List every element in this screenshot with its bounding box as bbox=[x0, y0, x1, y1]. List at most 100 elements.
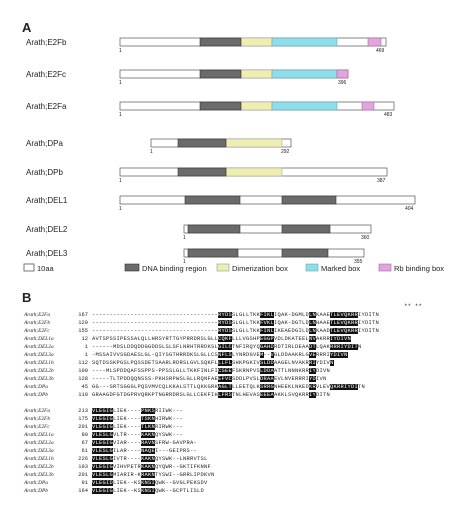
alignment-position: 226 bbox=[78, 456, 88, 462]
alignment-sequence: VLEGIGLIEK----TLKNRIRWK--- bbox=[92, 424, 183, 430]
alignment-sequence: GRAAGDFGTDGPRVQRKPTNGRRDRSLGLLCEKFIHLFRS… bbox=[92, 392, 330, 398]
alignment-row: Arath;E2Fc 155 ---------------------------… bbox=[24, 327, 444, 335]
end-residue: 396 bbox=[338, 80, 347, 86]
alignment-sequence: AVTSPSSIPESSALQLLHRSYRTTGYPRRDRSLGLLCQKF… bbox=[92, 336, 351, 342]
alignment-position: 129 bbox=[78, 320, 88, 326]
alignment-row: Arath;DEL3b 128 -----TLTPDDQQNSSS-PKHSRPWS… bbox=[24, 375, 444, 383]
panel-b-label: B bbox=[22, 290, 32, 305]
alignment-sequence: ------------------------------------RYDS… bbox=[92, 312, 379, 318]
alignment-sequence: VLESLGVLTR----KAKNQYSWK--- bbox=[92, 432, 183, 438]
legend-dimerization-label: Dimerization box bbox=[232, 264, 288, 273]
legend-marked-swatch bbox=[305, 263, 319, 272]
alignment-row: Arath;DEL2b 100 ----MLSPDDQAFSSPPS-PPSSLGL… bbox=[24, 367, 444, 375]
alignment-sequence: VLEGIGLIEK--KSKNSIQWK--GCPTLISLD bbox=[92, 488, 204, 494]
alignment-species: Arath;DPa bbox=[24, 384, 48, 390]
start-residue: 1 bbox=[119, 178, 122, 184]
alignment-species: Arath;DEL1b bbox=[24, 360, 54, 366]
dna-binding-region bbox=[281, 248, 329, 258]
dna-binding-region bbox=[281, 224, 331, 234]
alignment-species: Arath;DEL3b bbox=[24, 472, 54, 478]
alignment-position: 155 bbox=[78, 328, 88, 334]
end-residue: 483 bbox=[384, 112, 393, 118]
alignment-position: 175 bbox=[78, 416, 88, 422]
alignment-row: Arath;E2Fb 175 VLEGIGLIEK----TSKNHIRWK--- bbox=[24, 415, 284, 423]
alignment-sequence: VLEGIGLIEK----PNKSRIIWK--- bbox=[92, 408, 183, 414]
start-residue: 1 bbox=[150, 149, 153, 155]
start-residue: 1 bbox=[119, 48, 122, 54]
alignment-position: 100 bbox=[78, 368, 88, 374]
alignment-sequence: -MSSAIVVSGDAESLGL-QIYSGTHRRDKSLGLLCSNFLS… bbox=[92, 352, 348, 358]
alignment-sequence: SQTDSSKPGSLPQSSDETSAARLRDRSLGVLSQKFLLLFL… bbox=[92, 360, 334, 366]
dna-binding-region bbox=[281, 195, 337, 205]
alignment-position: 80 bbox=[81, 432, 88, 438]
alignment-position: 201 bbox=[78, 424, 88, 430]
dna-binding-region bbox=[199, 101, 242, 111]
alignment-block-2: Arath;E2Fa 213 VLEGIGLIEK----PNKSRIIWK--- A… bbox=[24, 407, 284, 495]
alignment-species: Arath;DEL1a bbox=[24, 432, 54, 438]
alignment-sequence: VLESLGMIARIR-KRAKNTYSWI--GRRLIPDKVN bbox=[92, 472, 215, 478]
protein-name: Arath;DEL2 bbox=[26, 225, 68, 234]
alignment-species: Arath;DEL2b bbox=[24, 464, 54, 470]
marked-box bbox=[271, 37, 338, 47]
legend-rb-swatch bbox=[378, 263, 392, 272]
alignment-species: Arath;DEL2b bbox=[24, 368, 54, 374]
end-residue: 355 bbox=[354, 259, 363, 265]
alignment-sequence: ------------------------------------RYDS… bbox=[92, 320, 379, 326]
dna-binding-region bbox=[184, 195, 241, 205]
protein-row: Arath;DEL3 1 355 bbox=[26, 248, 365, 265]
alignment-sequence: VLEGIGVIAR----RAVNSFRW-GAVPRA- bbox=[92, 440, 197, 446]
alignment-sequence: VLEGIGLIEK----TSKNHIRWK--- bbox=[92, 416, 183, 422]
conserved-stars: ** ** bbox=[404, 303, 423, 310]
legend-scale-swatch bbox=[23, 263, 35, 272]
end-residue: 469 bbox=[376, 48, 385, 54]
alignment-row: Arath;E2Fa 167 ---------------------------… bbox=[24, 311, 444, 319]
alignment-position: 128 bbox=[78, 376, 88, 382]
dna-binding-region bbox=[199, 37, 242, 47]
start-residue: 1 bbox=[119, 112, 122, 118]
alignment-row: Arath;E2Fb 129 ---------------------------… bbox=[24, 319, 444, 327]
protein-row: Arath;E2Fb 1 469 bbox=[26, 37, 387, 54]
alignment-position: 164 bbox=[78, 488, 88, 494]
alignment-species: Arath;DPb bbox=[24, 488, 48, 494]
rb-binding-box bbox=[361, 101, 375, 111]
alignment-position: 1 bbox=[84, 344, 88, 350]
protein-name: Arath;E2Fc bbox=[26, 70, 66, 79]
alignment-row: Arath;DEL1a 80 VLESLGVLTR----KAKNQYSWK--- bbox=[24, 431, 284, 439]
alignment-sequence: -----TLTPDDQQNSSS-PKHSRPWSLGLLRQNFAEEFVC… bbox=[92, 376, 327, 382]
alignment-sequence: VLESLGILAR----NAQEI---GEIPRS-- bbox=[92, 448, 197, 454]
alignment-row: Arath;DEL3a 1 -MSSAIVVSGDAESLGL-QIYSGTHRRD… bbox=[24, 351, 444, 359]
legend-scale-label: 10aa bbox=[37, 264, 55, 273]
dna-binding-region bbox=[199, 69, 242, 79]
alignment-species: Arath;DEL2a bbox=[24, 440, 54, 446]
protein-name: Arath;DPb bbox=[26, 168, 63, 177]
protein-row: Arath;E2Fc 1 396 bbox=[26, 69, 349, 86]
alignment-position: 193 bbox=[78, 464, 88, 470]
legend-dimerization-swatch bbox=[216, 263, 230, 272]
alignment-row: Arath;DEL3b 201 VLESLGMIARIR-KRAKNTYSWI--G… bbox=[24, 471, 284, 479]
alignment-species: Arath;DEL2a bbox=[24, 344, 54, 350]
alignment-species: Arath;DEL3a bbox=[24, 352, 54, 358]
protein-name: Arath;DEL3 bbox=[26, 249, 68, 258]
legend: 10aa DNA binding region Dimerization box… bbox=[23, 263, 444, 273]
protein-name: Arath;E2Fb bbox=[26, 38, 67, 47]
alignment-row: Arath;DPb 164 VLEGIGLIEK--KSKNSIQWK--GCPTL… bbox=[24, 487, 284, 495]
alignment-position: 1 bbox=[84, 352, 88, 358]
alignment-sequence: ------MDSLDDQDDGGDDSLSLSFLNRHTRRDKSLGILC… bbox=[92, 344, 362, 350]
alignment-position: 201 bbox=[78, 472, 88, 478]
protein-name: Arath;E2Fa bbox=[26, 102, 67, 111]
marked-box bbox=[271, 101, 338, 111]
alignment-species: Arath;DPb bbox=[24, 392, 48, 398]
end-residue: 387 bbox=[377, 178, 386, 184]
dna-binding-region bbox=[187, 224, 241, 234]
protein-row: Arath;E2Fa 1 483 bbox=[26, 101, 395, 118]
protein-row: Arath;DPb 1 387 bbox=[26, 167, 388, 184]
rb-binding-box bbox=[336, 69, 349, 79]
alignment-row: Arath;DPa 45 GG---SRTSGGGLPQSVMVCQLKKALSTT… bbox=[24, 383, 444, 391]
end-residue: 292 bbox=[281, 149, 290, 155]
dna-binding-region bbox=[177, 167, 227, 177]
end-residue: 360 bbox=[361, 235, 370, 241]
alignment-species: Arath;DEL3a bbox=[24, 448, 54, 454]
alignment-species: Arath;E2Fa bbox=[24, 408, 51, 414]
alignment-row: Arath;DPb 110 GRAAGDFGTDGPRVQRKPTNGRRDRSLG… bbox=[24, 391, 444, 399]
alignment-sequence: VLEGIDLIEK--KSKNSIQWK--GVGLPEKSDV bbox=[92, 480, 208, 486]
